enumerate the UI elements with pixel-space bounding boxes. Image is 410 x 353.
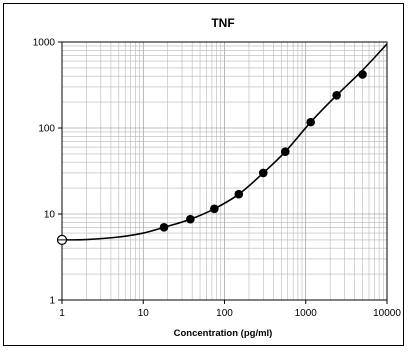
data-points (56, 70, 367, 245)
axis-ticks: 1 10 100 1000 10000 1 10 100 1000 (33, 38, 402, 320)
data-point (358, 70, 367, 79)
y-tick-label: 100 (38, 124, 55, 135)
y-tick-label: 1000 (33, 38, 56, 49)
chart-title: TNF (211, 16, 234, 30)
grid (62, 42, 387, 300)
data-point (306, 117, 315, 127)
data-point (210, 204, 219, 214)
y-tick-label: 1 (49, 296, 55, 307)
x-tick-label: 10 (138, 308, 150, 319)
x-tick-label: 1 (59, 308, 65, 319)
x-tick-label: 10000 (373, 308, 401, 319)
y-tick-label: 10 (44, 210, 56, 221)
chart-frame (3, 3, 404, 346)
data-point (332, 91, 341, 100)
data-point (234, 189, 244, 199)
x-tick-label: 100 (216, 308, 233, 319)
data-point (159, 223, 169, 232)
data-point (258, 168, 268, 178)
data-point (186, 214, 195, 224)
x-tick-label: 1000 (295, 308, 318, 319)
data-point (280, 147, 290, 157)
x-axis-label: Concentration (pg/ml) (174, 328, 273, 339)
